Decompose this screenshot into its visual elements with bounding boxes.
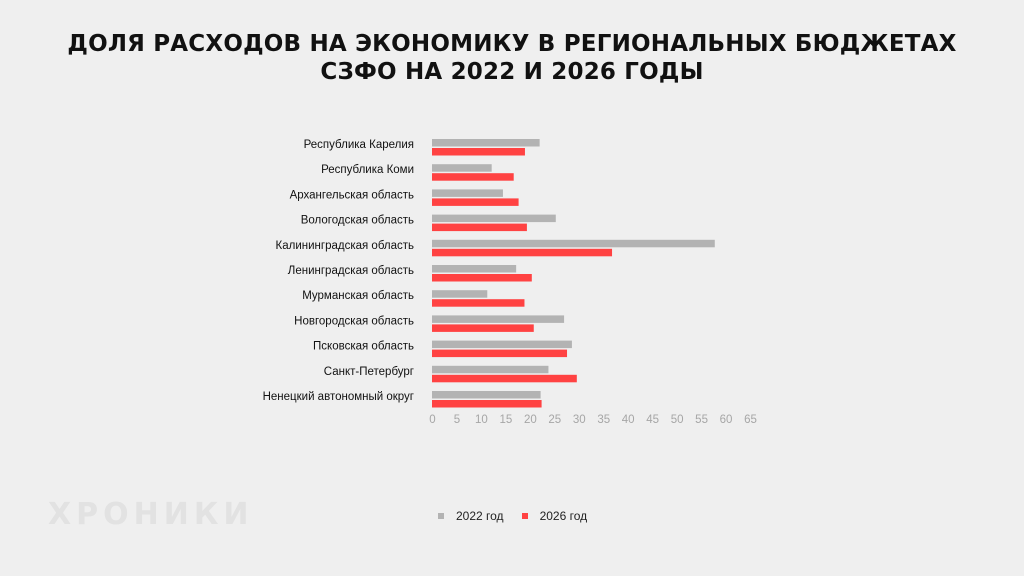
bar-2022 (432, 239, 715, 248)
category-label: Калининградская область (276, 240, 414, 252)
x-tick-label: 35 (597, 414, 610, 426)
chart-title: ДОЛЯ РАСХОДОВ НА ЭКОНОМИКУ В РЕГИОНАЛЬНЫ… (0, 30, 1024, 86)
x-tick-label: 50 (671, 414, 684, 426)
brand-logo: ХРОНИКИ (48, 497, 254, 532)
x-tick-label: 45 (646, 414, 659, 426)
bar-2026 (432, 400, 542, 408)
category-label: Республика Коми (321, 164, 414, 176)
category-label: Вологодская область (301, 215, 414, 227)
bar-2022 (432, 365, 549, 374)
bar-2026 (432, 148, 525, 156)
chart-title-line-1: ДОЛЯ РАСХОДОВ НА ЭКОНОМИКУ В РЕГИОНАЛЬНЫ… (67, 31, 957, 57)
bar-2026 (432, 248, 613, 257)
bar-2026 (432, 223, 527, 232)
bar-2022 (432, 265, 517, 273)
category-label: Мурманская область (302, 290, 414, 302)
x-tick-label: 30 (573, 414, 586, 426)
x-tick-label: 5 (454, 414, 460, 426)
x-tick-label: 25 (548, 414, 561, 426)
category-label: Новгородская область (294, 315, 414, 327)
chart-title-line-2: СЗФО НА 2022 И 2026 ГОДЫ (320, 59, 704, 85)
bar-2026 (432, 299, 525, 307)
bar-2026 (432, 374, 577, 383)
bar-2022 (432, 315, 565, 323)
category-label: Архангельская область (290, 189, 414, 201)
bar-2022 (432, 214, 556, 223)
x-tick-label: 20 (524, 414, 537, 426)
bar-2022 (432, 164, 492, 172)
category-label: Санкт-Петербург (324, 366, 414, 378)
category-label: Псковская область (313, 341, 414, 353)
x-tick-label: 65 (744, 414, 757, 426)
legend-item-2026: 2026 год (521, 509, 588, 523)
bar-2026 (432, 349, 568, 358)
bar-2022 (432, 391, 541, 399)
bar-2022 (432, 139, 540, 147)
bar-2022 (432, 340, 572, 349)
bar-2022 (432, 290, 488, 298)
legend-label-2022: 2022 год (456, 509, 504, 523)
bar-2026 (432, 274, 532, 282)
x-tick-label: 15 (499, 414, 512, 426)
x-tick-label: 40 (622, 414, 635, 426)
bar-2022 (432, 189, 503, 197)
category-label: Ленинградская область (288, 265, 414, 277)
legend-swatch-2022 (438, 513, 444, 519)
chart-legend: 2022 год 2026 год (438, 509, 605, 523)
x-tick-label: 0 (429, 414, 435, 426)
legend-item-2022: 2022 год (438, 509, 504, 523)
legend-swatch-2026 (521, 513, 528, 519)
x-tick-label: 55 (695, 414, 708, 426)
category-label: Ненецкий автономный округ (263, 391, 414, 403)
category-label: Республика Карелия (304, 139, 414, 151)
legend-label-2026: 2026 год (539, 509, 588, 523)
bar-2026 (432, 198, 519, 206)
x-tick-label: 60 (720, 414, 733, 426)
x-tick-label: 10 (475, 414, 488, 426)
bar-2026 (432, 324, 534, 332)
bar-2026 (432, 173, 514, 181)
